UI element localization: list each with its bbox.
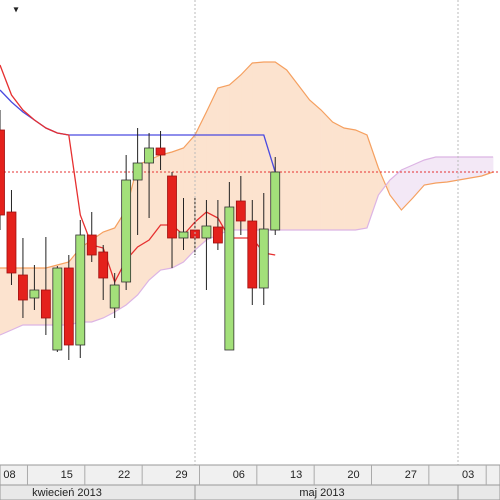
cloud-fill — [286, 69, 299, 231]
candle-body — [212, 226, 223, 244]
cloud-fill — [435, 156, 448, 184]
candle-body — [75, 234, 86, 346]
cloud-fill — [309, 99, 322, 231]
cloud-fill — [297, 84, 310, 231]
candle-body — [201, 225, 212, 239]
month-label: kwiecień 2013 — [32, 487, 102, 499]
cloud-fill — [458, 156, 471, 181]
cloud-fill — [332, 121, 345, 231]
x-tick-label: 13 — [290, 469, 302, 481]
candle-body — [52, 267, 63, 351]
cloud-fill — [0, 267, 12, 336]
candle-body — [167, 175, 177, 239]
month-label: maj 2013 — [299, 487, 344, 499]
candle-body — [155, 147, 166, 156]
cloud-fill — [343, 127, 356, 231]
cloud-fill — [469, 156, 482, 179]
candle-body — [235, 200, 246, 222]
candle-body — [40, 289, 51, 319]
month-strip — [0, 484, 500, 500]
x-axis: 08 15 22 29 06 13 20 27 03 — [3, 465, 487, 485]
cloud-fill — [148, 154, 161, 281]
candle-body — [98, 251, 109, 279]
candle-body — [0, 129, 5, 216]
candle-body — [132, 162, 143, 181]
x-tick-label: 03 — [462, 469, 474, 481]
candle-body — [178, 231, 189, 239]
candle-body — [270, 171, 281, 231]
candle-body — [224, 206, 235, 351]
x-tick-label: 22 — [118, 469, 130, 481]
candle-body — [258, 228, 269, 289]
candle-body — [6, 211, 17, 274]
x-tick-label: 06 — [233, 469, 245, 481]
x-tick-label: 29 — [175, 469, 187, 481]
candle-body — [247, 220, 258, 289]
x-tick-label: 20 — [347, 469, 359, 481]
x-tick-label: 15 — [61, 469, 73, 481]
candle-body — [121, 179, 132, 283]
cloud-fill — [446, 156, 459, 183]
cloud-fill — [183, 134, 196, 263]
cloud-fill — [320, 109, 333, 231]
candle-body — [144, 147, 154, 164]
x-tick-label: 27 — [405, 469, 417, 481]
marks — [0, 64, 500, 360]
cloud-fill — [424, 156, 437, 186]
x-tick-label: 08 — [3, 469, 15, 481]
candle-body — [63, 267, 74, 346]
candle-body — [29, 289, 40, 299]
candle-body — [86, 234, 97, 256]
x-axis-strip — [0, 464, 500, 486]
candle-body — [18, 274, 28, 301]
candle-body — [109, 284, 120, 309]
cloud-fill — [252, 61, 265, 231]
cloud-fill — [355, 129, 368, 231]
menu-icon[interactable]: ▾ — [13, 5, 18, 16]
